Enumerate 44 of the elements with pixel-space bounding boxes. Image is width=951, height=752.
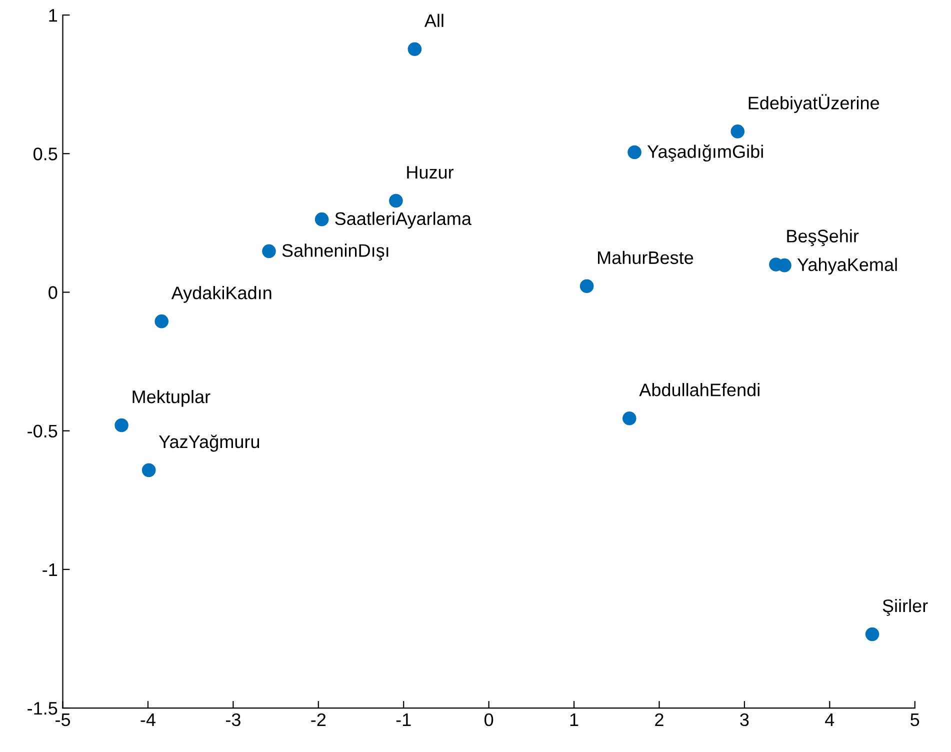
x-tick-label: -2	[311, 713, 326, 726]
y-tick-label: -1.5	[28, 702, 58, 715]
annotation: YaşadığımGibi	[647, 144, 763, 162]
x-tick-label: -3	[226, 713, 240, 726]
x-tick-label: 0	[484, 713, 494, 726]
annotation: SaatleriAyarlama	[335, 212, 472, 229]
annotation: SahneninDışı	[282, 244, 388, 261]
point	[580, 279, 594, 294]
point	[142, 463, 156, 478]
point	[408, 42, 422, 56]
annotation: Huzur	[407, 166, 454, 179]
point	[314, 212, 329, 226]
x-tick-label: 5	[910, 714, 920, 726]
point	[622, 411, 636, 426]
point	[628, 145, 642, 160]
x-tick-label: -1	[396, 714, 411, 726]
y-tick-label: 1	[49, 9, 58, 22]
x-tick-label: 1	[570, 714, 578, 726]
y-tick-label: 0.5	[34, 148, 58, 160]
annotation: All	[424, 14, 444, 27]
y-tick-label: -1	[42, 564, 58, 576]
x-tick-label: 3	[740, 713, 749, 726]
annotation: EdebiyatÜzerine	[748, 94, 880, 113]
annotation: AbdullahEfendi	[639, 383, 760, 396]
annotation: YahyaKemal	[797, 258, 897, 275]
point	[730, 124, 745, 138]
point	[262, 244, 276, 258]
annotation: MahurBeste	[598, 250, 694, 264]
x-tick-label: -5	[56, 714, 70, 726]
annotation: Mektuplar	[132, 390, 210, 407]
x-tick-label: 2	[655, 713, 664, 726]
annotation: BeşŞehir	[787, 229, 859, 246]
point	[865, 627, 880, 642]
y-tick-label: -0.5	[28, 424, 58, 438]
y-tick-label: 0	[48, 286, 58, 299]
annotation: YazYağmuru	[158, 434, 260, 452]
x-tick-label: -4	[140, 714, 156, 726]
point	[389, 194, 403, 208]
point	[114, 418, 128, 432]
point	[154, 314, 169, 328]
x-tick-label: 4	[825, 714, 834, 726]
point	[778, 258, 792, 272]
annotation: AydakiKadın	[171, 286, 272, 303]
annotation: Şiirler	[882, 598, 928, 616]
